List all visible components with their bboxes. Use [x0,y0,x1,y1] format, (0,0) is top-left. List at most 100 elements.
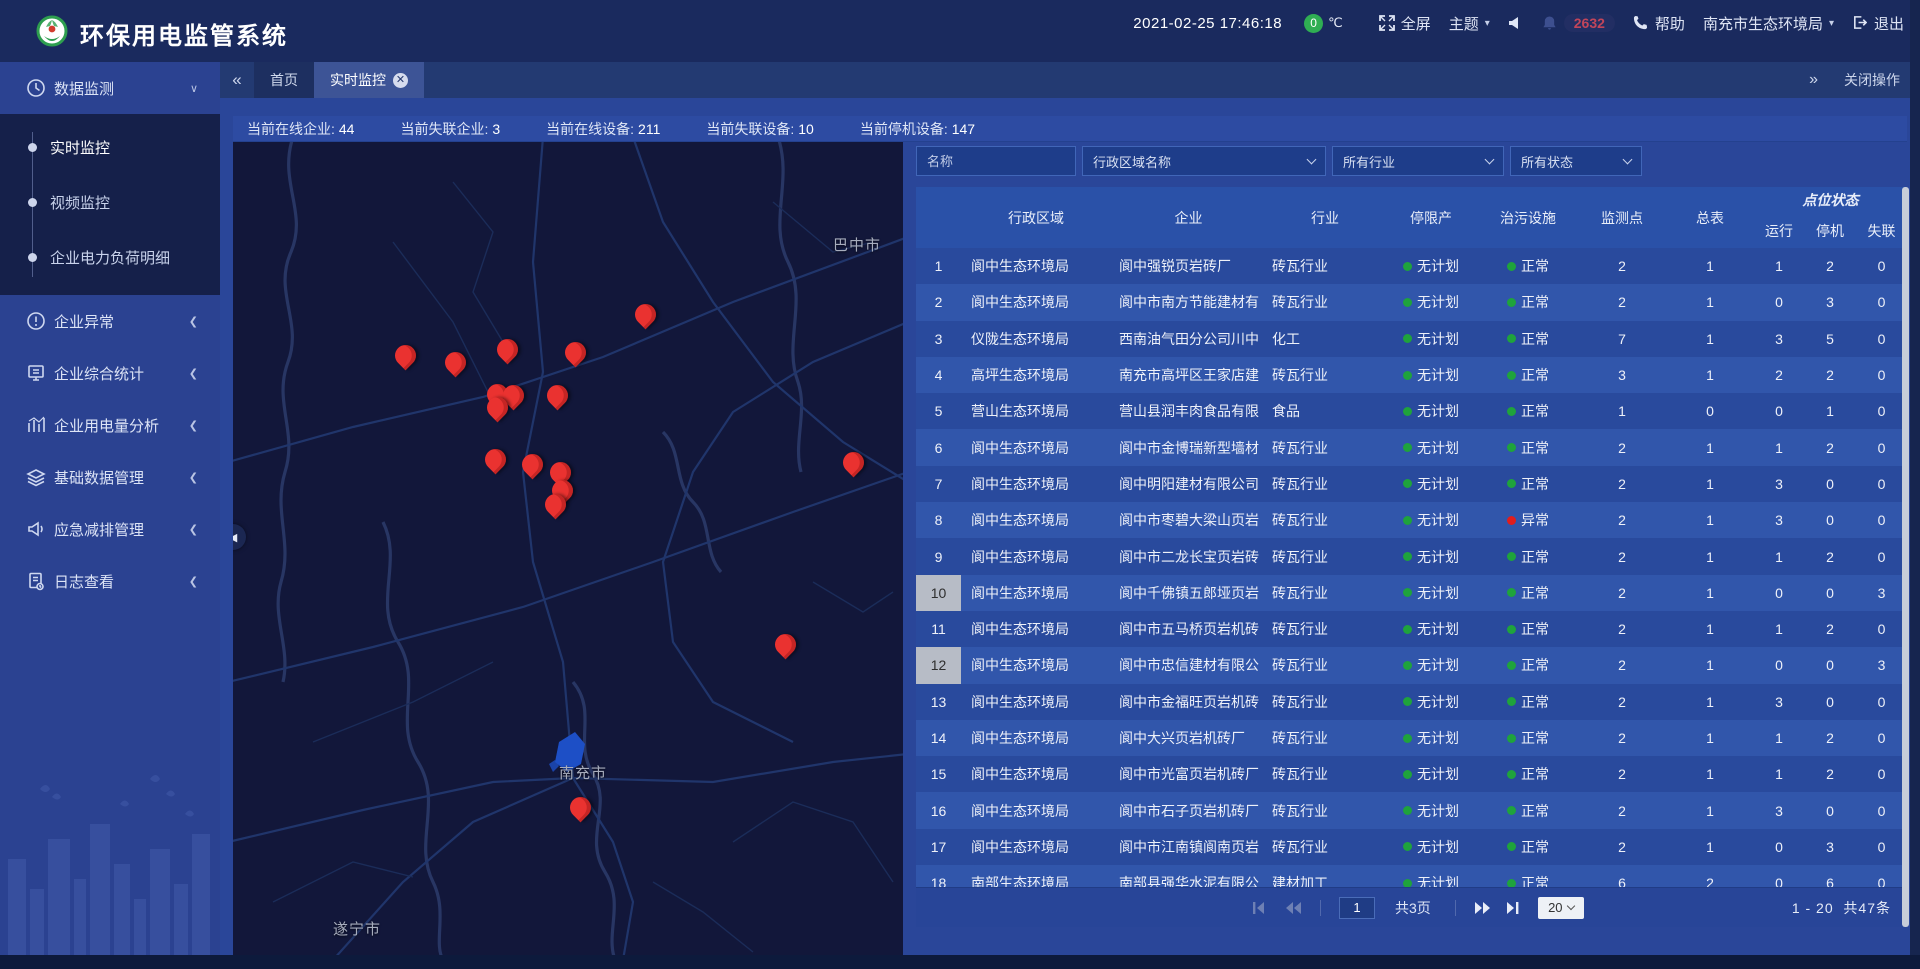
last-page-icon[interactable] [1506,901,1524,915]
user-dropdown[interactable]: 南充市生态环境局 ▾ [1703,13,1834,34]
tab-首页[interactable]: 首页 [254,62,314,98]
cell-disconnected: 0 [1877,330,1886,347]
sidebar-item-4[interactable]: 基础数据管理 ❮ [0,451,220,503]
cell-stopped: 2 [1826,766,1834,783]
table-row[interactable]: 1 阆中生态环境局 阆中强锐页岩砖厂 砖瓦行业 无计划 正常 2 1 1 2 0 [916,248,1907,285]
chevron-left-icon: ❮ [188,315,198,328]
status-dot-red [1507,515,1516,525]
cell-region: 阆中生态环境局 [971,621,1069,638]
mute-button[interactable] [1508,15,1524,31]
sidebar-item-label: 应急减排管理 [54,521,145,539]
cell-industry: 砖瓦行业 [1272,512,1328,529]
cell-company: 阆中市金博瑞新型墙材 [1119,439,1259,456]
sidebar-subitem-2[interactable]: 企业电力负荷明细 [0,230,220,285]
table-row[interactable]: 9 阆中生态环境局 阆中市二龙长宝页岩砖 砖瓦行业 无计划 正常 2 1 1 2 0 [916,538,1907,575]
next-page-icon[interactable] [1474,901,1492,915]
map-city-label: 巴中市 [833,237,882,254]
sidebar-item-2[interactable]: 企业综合统计 ❮ [0,347,220,399]
row-number: 1 [934,258,943,275]
table-row[interactable]: 4 高坪生态环境局 南充市高坪区王家店建 砖瓦行业 无计划 正常 3 1 2 2 0 [916,356,1907,394]
table-row[interactable]: 10 阆中生态环境局 阆中千佛镇五郎垭页岩 砖瓦行业 无计划 正常 2 1 0 0 3 [916,574,1907,611]
table-header-4: 治污设施 [1500,209,1556,226]
region-filter-select[interactable]: 行政区域名称 [1082,146,1326,176]
stat-label: 当前失联设备: [706,120,795,137]
page-size-select[interactable]: 20 [1537,896,1584,919]
tabs-scroll-right-icon[interactable]: » [1809,71,1818,88]
cell-disconnected: 0 [1877,403,1886,420]
table-row[interactable]: 18 南部生态环境局 南部县强华水泥有限公 建材加工 无计划 正常 6 2 0 6 0 [916,865,1907,887]
filter-bar: 行政区域名称 所有行业 所有状态 [916,146,1642,176]
fullscreen-button[interactable]: 全屏 [1378,13,1431,34]
total-pages-label: 共3页 [1395,899,1431,916]
logout-button[interactable]: 退出 [1852,13,1904,34]
cell-region: 阆中生态环境局 [971,439,1069,456]
app-title: 环保用电监管系统 [80,23,288,50]
table-row[interactable]: 11 阆中生态环境局 阆中市五马桥页岩机砖 砖瓦行业 无计划 正常 2 1 1 2 0 [916,610,1907,648]
cell-region: 阆中生态环境局 [971,766,1069,783]
tabs-scroll-left-icon[interactable]: « [232,70,242,89]
cell-company: 阆中市五马桥页岩机砖 [1119,621,1259,638]
tab-实时监控[interactable]: 实时监控 ✕ [314,62,424,98]
status-dot-green [1507,697,1516,707]
table-row[interactable]: 16 阆中生态环境局 阆中市石子页岩机砖厂 砖瓦行业 无计划 正常 2 1 3 0 0 [916,792,1907,829]
table-row[interactable]: 12 阆中生态环境局 阆中市忠信建材有限公 砖瓦行业 无计划 正常 2 1 0 0 3 [916,647,1907,684]
stats-icon [26,363,46,383]
table-row[interactable]: 7 阆中生态环境局 阆中明阳建材有限公司 砖瓦行业 无计划 正常 2 1 3 0 0 [916,465,1907,503]
cell-monitor-points: 2 [1618,439,1626,456]
pager-divider [1454,899,1456,916]
help-button[interactable]: 帮助 [1633,13,1685,34]
row-number: 11 [931,621,946,638]
notifications-button[interactable]: 2632 [1542,14,1615,32]
table-row[interactable]: 5 营山生态环境局 营山县润丰肉食品有限 食品 无计划 正常 1 0 0 1 0 [916,393,1907,430]
table-row[interactable]: 14 阆中生态环境局 阆中大兴页岩机砖厂 砖瓦行业 无计划 正常 2 1 1 2 0 [916,719,1907,757]
cell-monitor-points: 6 [1618,875,1626,887]
cell-running: 1 [1775,258,1783,275]
stats-bar: 当前在线企业: 44 当前失联企业: 3 当前在线设备: 211 当前失联设备: 10 当前停机… [233,116,1907,142]
close-operations-button[interactable]: 关闭操作 [1844,72,1900,88]
table-row[interactable]: 17 阆中生态环境局 阆中市江南镇阆南页岩 砖瓦行业 无计划 正常 2 1 0 3 0 [916,828,1907,866]
cell-running: 1 [1775,621,1783,638]
sidebar-item-0[interactable]: 数据监测 ∨ [0,62,220,114]
page-number-input[interactable] [1339,896,1375,919]
cell-running: 3 [1775,512,1783,529]
cell-total-meters: 1 [1706,367,1714,384]
log-icon [26,571,46,591]
status-dot-green [1403,334,1412,344]
industry-filter-select[interactable]: 所有行业 [1332,146,1504,176]
table-row[interactable]: 13 阆中生态环境局 阆中市金福旺页岩机砖 砖瓦行业 无计划 正常 2 1 3 0 0 [916,683,1907,720]
sidebar-item-6[interactable]: 日志查看 ❮ [0,555,220,607]
cell-pollution-facility: 正常 [1478,575,1578,611]
cell-stop-limit: 无计划 [1384,720,1478,756]
sidebar-subitem-1[interactable]: 视频监控 [0,175,220,230]
cell-total-meters: 1 [1706,657,1714,674]
cell-total-meters: 1 [1706,548,1714,565]
phone-icon [1633,15,1649,31]
stat-value: 211 [638,120,661,137]
cell-stopped: 3 [1826,294,1834,311]
cell-industry: 砖瓦行业 [1272,475,1328,492]
table-row[interactable]: 6 阆中生态环境局 阆中市金博瑞新型墙材 砖瓦行业 无计划 正常 2 1 1 2 0 [916,429,1907,466]
table-scrollbar[interactable] [1902,187,1909,927]
table-row[interactable]: 2 阆中生态环境局 阆中市南方节能建材有 砖瓦行业 无计划 正常 2 1 0 3 0 [916,284,1907,321]
theme-dropdown[interactable]: 主题 ▾ [1449,13,1490,34]
row-number: 18 [930,875,947,887]
sidebar-item-1[interactable]: 企业异常 ❮ [0,295,220,347]
cell-stopped: 0 [1826,802,1834,819]
name-filter-input[interactable] [916,146,1076,176]
table-row[interactable]: 8 阆中生态环境局 阆中市枣碧大梁山页岩 砖瓦行业 无计划 异常 2 1 3 0 0 [916,502,1907,539]
table-row[interactable]: 3 仪陇生态环境局 西南油气田分公司川中 化工 无计划 正常 7 1 3 5 0 [916,320,1907,357]
tab-close-icon[interactable]: ✕ [393,72,408,88]
prev-page-icon[interactable] [1284,901,1302,915]
sidebar-item-3[interactable]: 企业用电量分析 ❮ [0,399,220,451]
status-dot-green [1507,806,1516,816]
sidebar-item-5[interactable]: 应急减排管理 ❮ [0,503,220,555]
table-row[interactable]: 15 阆中生态环境局 阆中市光富页岩机砖厂 砖瓦行业 无计划 正常 2 1 1 2 0 [916,756,1907,793]
top-header: 环保用电监管系统 2021-02-25 17:46:18 0 ℃ 全屏 主题 ▾ [0,0,1920,62]
header-datetime: 2021-02-25 17:46:18 [1133,14,1283,32]
status-filter-select[interactable]: 所有状态 [1510,146,1642,176]
cell-running: 1 [1775,766,1783,783]
sidebar-subitem-0[interactable]: 实时监控 [0,120,220,175]
first-page-icon[interactable] [1252,901,1270,915]
map-collapse-handle[interactable]: ◀ [233,524,246,550]
